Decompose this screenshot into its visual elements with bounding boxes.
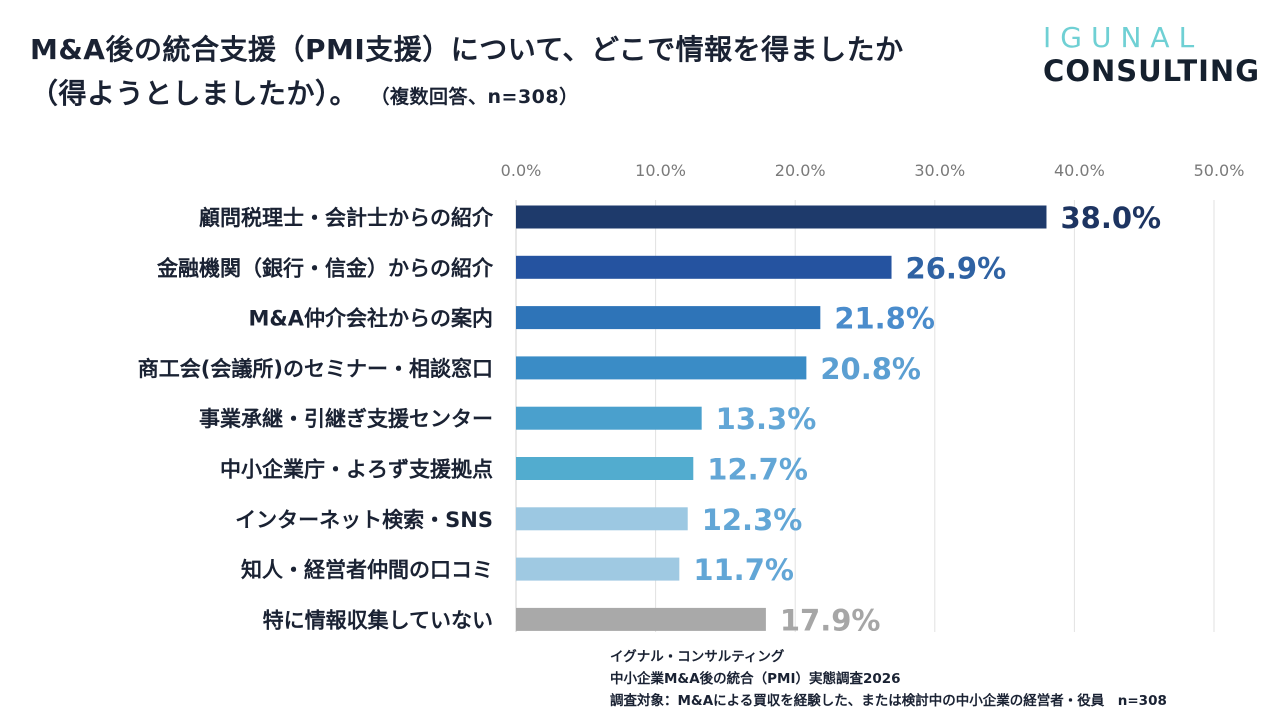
bar xyxy=(516,255,892,279)
source-line-2: 中小企業M&A後の統合（PMI）実態調査2026 xyxy=(610,671,901,687)
logo-line-2: CONSULTING xyxy=(1043,54,1260,88)
bar xyxy=(516,457,694,480)
bars xyxy=(516,205,1047,631)
category-label: 中小企業庁・よろず支援拠点 xyxy=(220,458,493,482)
value-label: 12.7% xyxy=(707,453,808,487)
chart-title: M&A後の統合支援（PMI支援）について、どこで情報を得ましたか （得ようとしま… xyxy=(30,28,904,119)
category-label: 商工会(会議所)のセミナー・相談窓口 xyxy=(138,357,493,381)
title-subtitle: （複数回答、n=308） xyxy=(380,86,579,108)
source-note: イグナル・コンサルティング 中小企業M&A後の統合（PMI）実態調査2026 調… xyxy=(610,646,1167,712)
value-labels: 38.0% 26.9% 21.8% 20.8%13.3% 12.7% 12.3% 11.7%… xyxy=(693,201,1161,637)
category-label: インターネット検索・SNS xyxy=(235,508,493,532)
x-tick-label: 40.0% xyxy=(1054,161,1105,180)
bar xyxy=(516,306,821,330)
x-tick-label: 30.0% xyxy=(914,161,965,180)
value-label: 12.3% xyxy=(702,503,803,537)
category-label: 特に情報収集していない xyxy=(263,608,493,632)
title-line-1: M&A後の統合支援（PMI支援）について、どこで情報を得ましたか xyxy=(30,33,904,66)
title-line-2-text: （得ようとしましたか）。 xyxy=(30,77,359,110)
x-tick-label: 0.0% xyxy=(501,161,542,180)
value-label: 26.9% xyxy=(906,251,1007,285)
bar xyxy=(516,507,688,531)
value-label: 17.9% xyxy=(780,603,881,637)
company-logo: IGUNAL CONSULTING xyxy=(1043,21,1260,89)
category-label: 事業承継・引継ぎ支援センター xyxy=(199,407,493,431)
source-line-3: 調査対象：M&Aによる買収を経験した、または検討中の中小企業の経営者・役員 n=… xyxy=(610,693,1167,709)
bar xyxy=(516,607,766,631)
category-label: M&A仲介会社からの案内 xyxy=(249,307,493,331)
source-line-1: イグナル・コンサルティング xyxy=(610,649,785,665)
value-label: 11.7% xyxy=(693,553,794,587)
value-label: 20.8% xyxy=(820,352,921,386)
x-axis-ticks: 0.0% 10.0% 20.0% 30.0% 40.0% 50.0% xyxy=(501,161,1245,180)
category-label: 知人・経営者仲間の口コミ xyxy=(241,558,493,582)
bar xyxy=(516,406,702,430)
x-tick-label: 10.0% xyxy=(635,161,686,180)
category-label: 金融機関（銀行・信金）からの紹介 xyxy=(156,256,494,280)
bar xyxy=(516,205,1047,229)
value-label: 21.8% xyxy=(834,302,935,336)
category-label: 顧問税理士・会計士からの紹介 xyxy=(199,206,494,230)
bar xyxy=(516,557,680,581)
logo-line-1: IGUNAL xyxy=(1043,21,1204,54)
x-tick-label: 50.0% xyxy=(1194,161,1245,180)
value-label: 13.3% xyxy=(716,402,817,436)
bar xyxy=(516,356,807,380)
title-line-2: （得ようとしましたか）。 （複数回答、n=308） xyxy=(30,72,904,119)
value-label: 38.0% xyxy=(1060,201,1161,235)
x-tick-label: 20.0% xyxy=(775,161,826,180)
